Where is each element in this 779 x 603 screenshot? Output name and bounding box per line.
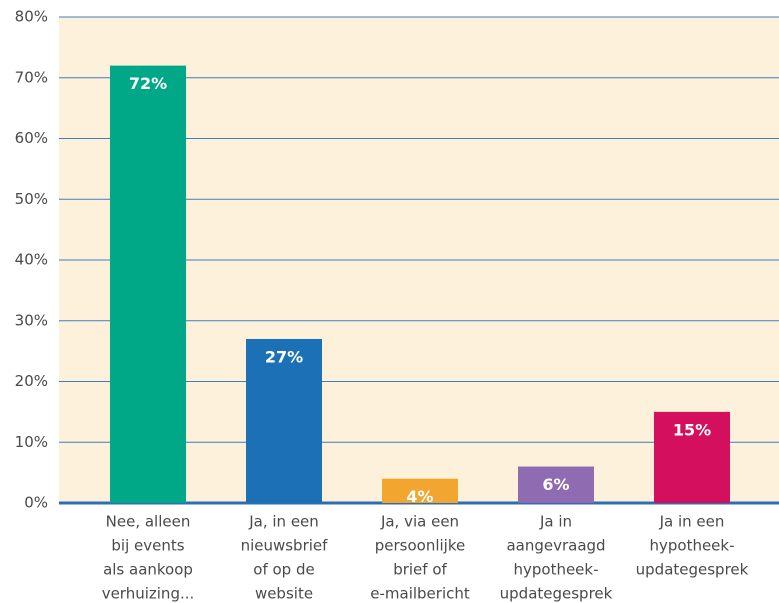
x-tick-label: updategesprek (636, 561, 749, 579)
x-tick-label: Ja in een (659, 513, 725, 531)
y-tick-label: 0% (24, 494, 48, 512)
x-tick-label: brief of (393, 561, 447, 579)
x-tick-label: hypotheek- (513, 561, 598, 579)
data-label: 15% (673, 420, 711, 439)
x-tick-label: als aankoop (103, 561, 193, 579)
x-tick-label: Ja, via een (380, 513, 459, 531)
y-tick-label: 70% (15, 68, 48, 86)
y-tick-label: 40% (15, 251, 48, 269)
x-tick-label: hypotheek- (649, 537, 734, 555)
data-label: 27% (265, 347, 303, 366)
bar (518, 466, 594, 503)
x-tick-label: Ja in (539, 513, 572, 531)
y-tick-label: 60% (15, 129, 48, 147)
bar (110, 65, 186, 503)
x-tick-label: updategesprek (500, 585, 613, 603)
bar (246, 338, 322, 503)
x-tick-label: nieuwsbrief (241, 537, 329, 555)
x-tick-label: website (255, 585, 313, 603)
x-tick-label: of op de (253, 561, 314, 579)
bar (382, 478, 458, 503)
y-tick-label: 50% (15, 190, 48, 208)
y-tick-label: 10% (15, 433, 48, 451)
x-tick-label: aangevraagd (506, 537, 605, 555)
x-tick-label: bij events (111, 537, 184, 555)
bar (654, 411, 730, 503)
x-tick-label: persoonlijke (375, 537, 465, 555)
data-label: 6% (542, 475, 569, 494)
x-tick-label: e-mailbericht (370, 585, 470, 603)
x-tick-label: Nee, alleen (106, 513, 191, 531)
y-tick-label: 30% (15, 311, 48, 329)
x-tick-label: verhuizing... (102, 585, 195, 603)
x-tick-label: Ja, in een (248, 513, 319, 531)
data-label: 72% (129, 74, 167, 93)
y-tick-label: 20% (15, 372, 48, 390)
data-label: 4% (406, 487, 433, 506)
y-tick-label: 80% (15, 8, 48, 26)
